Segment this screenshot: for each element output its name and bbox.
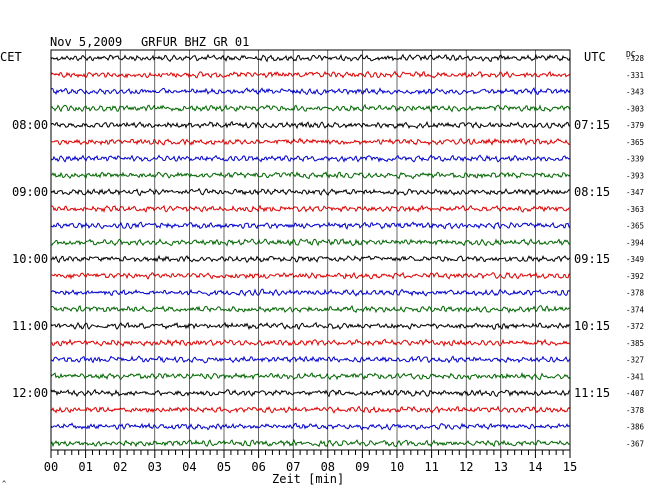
footer-mark: ^ bbox=[2, 480, 6, 488]
dc-value: -378 bbox=[626, 289, 645, 298]
x-tick-label: 03 bbox=[148, 460, 162, 474]
date-label: Nov 5,2009 bbox=[50, 35, 122, 49]
dc-value: -363 bbox=[626, 205, 644, 214]
left-hour-label: 11:00 bbox=[12, 319, 48, 333]
trace-line bbox=[50, 304, 571, 314]
x-axis: 00 01 02 03 04 05 06 07 08 09 10 11 12 13 14 15 bbox=[44, 450, 577, 474]
x-tick-label: 04 bbox=[182, 460, 196, 474]
x-tick-label: 06 bbox=[251, 460, 265, 474]
dc-value: -407 bbox=[626, 389, 644, 398]
x-tick-label: 08 bbox=[321, 460, 335, 474]
left-hour-label: 09:00 bbox=[12, 185, 48, 199]
dc-value: -365 bbox=[626, 222, 644, 231]
x-tick-label: 01 bbox=[78, 460, 92, 474]
right-hour-label: 11:15 bbox=[574, 386, 610, 400]
trace-line bbox=[50, 120, 571, 130]
x-tick-label: 10 bbox=[390, 460, 404, 474]
trace-line bbox=[50, 371, 571, 381]
left-hour-label: 12:00 bbox=[12, 386, 48, 400]
x-tick-label: 14 bbox=[528, 460, 542, 474]
right-hour-label: 09:15 bbox=[574, 252, 610, 266]
trace-line bbox=[50, 204, 571, 213]
trace-line bbox=[50, 338, 571, 347]
dc-value: -374 bbox=[626, 305, 645, 314]
trace-line bbox=[50, 87, 571, 96]
dc-value: -327 bbox=[626, 356, 644, 365]
right-hour-labels: 07:15 08:15 09:15 10:15 11:15 bbox=[574, 118, 610, 400]
dc-value: -328 bbox=[626, 54, 645, 63]
trace-line bbox=[50, 254, 571, 264]
dc-value: -341 bbox=[626, 372, 644, 381]
dc-value: -393 bbox=[626, 171, 644, 180]
dc-value: -372 bbox=[626, 322, 644, 331]
trace-line bbox=[50, 137, 571, 146]
dc-value: -343 bbox=[626, 88, 644, 97]
left-hour-labels: 08:00 09:00 10:00 11:00 12:00 bbox=[12, 118, 48, 400]
x-tick-label: 13 bbox=[494, 460, 508, 474]
trace-line bbox=[50, 405, 571, 414]
trace-line bbox=[50, 103, 571, 113]
left-timezone-label: CET bbox=[0, 50, 22, 64]
x-tick-label: 15 bbox=[563, 460, 577, 474]
trace-line bbox=[50, 388, 571, 398]
dc-value: -386 bbox=[626, 423, 645, 432]
dc-value: -339 bbox=[626, 155, 644, 164]
trace-line bbox=[50, 321, 571, 331]
trace-line bbox=[50, 288, 571, 297]
x-axis-label: Zeit [min] bbox=[272, 472, 344, 486]
minute-grid bbox=[85, 50, 536, 450]
trace-line bbox=[50, 355, 571, 364]
trace-line bbox=[50, 221, 571, 230]
dc-value: -365 bbox=[626, 138, 644, 147]
dc-value: -367 bbox=[626, 439, 644, 448]
trace-line bbox=[50, 422, 571, 431]
x-tick-label: 00 bbox=[44, 460, 58, 474]
trace-line bbox=[50, 271, 571, 280]
dc-value: -347 bbox=[626, 188, 644, 197]
station-label: GRFUR BHZ GR 01 bbox=[141, 35, 249, 49]
x-tick-label: 12 bbox=[459, 460, 473, 474]
trace-line bbox=[50, 438, 571, 448]
trace-line bbox=[50, 187, 571, 197]
right-timezone-label: UTC bbox=[584, 50, 606, 64]
dc-value: -379 bbox=[626, 121, 644, 130]
dc-value: -392 bbox=[626, 272, 644, 281]
dc-offset-labels: -328 -331 -343 -303 -379 -365 -339 -393 -347 -363… bbox=[626, 54, 645, 448]
right-hour-label: 08:15 bbox=[574, 185, 610, 199]
trace-line bbox=[50, 154, 571, 163]
x-tick-label: 11 bbox=[424, 460, 438, 474]
dc-value: -303 bbox=[626, 104, 644, 113]
right-hour-label: 07:15 bbox=[574, 118, 610, 132]
trace-line bbox=[50, 171, 571, 180]
plot-frame bbox=[50, 49, 571, 451]
x-tick-label: 05 bbox=[217, 460, 231, 474]
x-tick-label: 07 bbox=[286, 460, 300, 474]
dc-value: -331 bbox=[626, 71, 644, 80]
right-hour-label: 10:15 bbox=[574, 319, 610, 333]
dc-value: -394 bbox=[626, 238, 645, 247]
left-hour-label: 10:00 bbox=[12, 252, 48, 266]
trace-line bbox=[50, 53, 571, 63]
seismic-traces bbox=[50, 53, 571, 448]
dc-value: -349 bbox=[626, 255, 644, 264]
trace-line bbox=[50, 238, 571, 247]
left-hour-label: 08:00 bbox=[12, 118, 48, 132]
dc-value: -385 bbox=[626, 339, 644, 348]
trace-line bbox=[50, 70, 571, 79]
dc-label: DC bbox=[626, 50, 636, 59]
dc-value: -378 bbox=[626, 406, 645, 415]
x-tick-label: 02 bbox=[113, 460, 127, 474]
x-tick-label: 09 bbox=[355, 460, 369, 474]
